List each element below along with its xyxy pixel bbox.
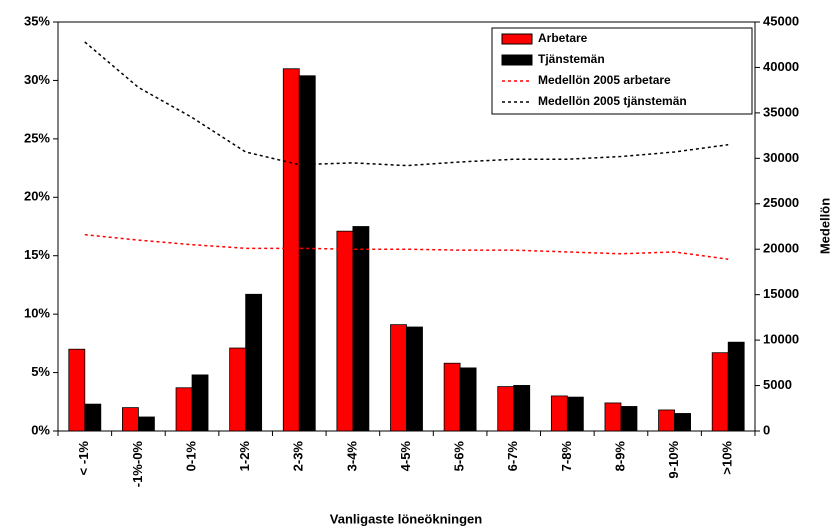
bar: [336, 230, 354, 432]
legend-label: Medellön 2005 tjänstemän: [538, 94, 687, 108]
legend-swatch: [501, 54, 533, 66]
bar: [459, 367, 477, 432]
bar: [352, 226, 370, 432]
y2-tick-label: 45000: [763, 13, 799, 28]
x-tick-label: 4-5%: [398, 441, 413, 472]
y2-tick-label: 40000: [763, 59, 799, 74]
y2-tick-label: 0: [763, 422, 770, 437]
bar: [298, 75, 316, 432]
legend-swatch: [501, 33, 533, 45]
x-tick-label: 7-8%: [559, 441, 574, 472]
bar: [513, 385, 531, 432]
line: [84, 233, 729, 260]
x-tick-label: < -1%: [76, 441, 91, 476]
legend-label: Medellön 2005 arbetare: [538, 73, 671, 87]
bar: [620, 406, 638, 432]
bar: [566, 396, 584, 432]
y2-tick-label: 25000: [763, 195, 799, 210]
bar: [604, 402, 622, 432]
bar: [443, 362, 461, 432]
x-tick-label: 5-6%: [452, 441, 467, 472]
x-tick-label: 2-3%: [291, 441, 306, 472]
bar: [138, 416, 155, 432]
y-tick-label: 5%: [31, 364, 50, 379]
y2-tick-label: 30000: [763, 150, 799, 165]
line: [84, 41, 729, 167]
bar: [497, 386, 515, 432]
bar: [674, 413, 691, 432]
x-tick-label: 0-1%: [183, 441, 198, 472]
y2-axis-label: Medellön: [817, 198, 832, 254]
y-tick-label: 10%: [24, 306, 50, 321]
bar: [711, 352, 729, 432]
bar: [406, 326, 423, 432]
y2-tick-label: 15000: [763, 286, 799, 301]
bar: [122, 407, 139, 432]
y-tick-label: 0%: [31, 422, 50, 437]
x-tick-label: 9-10%: [666, 441, 681, 479]
x-tick-label: 1-2%: [237, 441, 252, 472]
legend-box: [491, 27, 753, 115]
y-tick-label: 30%: [24, 72, 50, 87]
bar: [282, 68, 300, 432]
bar: [245, 293, 263, 432]
bar: [550, 395, 568, 432]
x-tick-label: 3-4%: [344, 441, 359, 472]
x-tick-label: >10%: [720, 441, 735, 475]
bar: [68, 348, 86, 432]
bar: [229, 347, 247, 432]
y-tick-label: 35%: [24, 13, 50, 28]
bar: [390, 324, 407, 432]
bar: [191, 374, 209, 432]
bar: [727, 341, 745, 432]
y2-tick-label: 10000: [763, 332, 799, 347]
legend-label: Arbetare: [538, 31, 588, 45]
x-axis-label: Vanligaste löneökningen: [330, 511, 482, 526]
y-tick-label: 15%: [24, 247, 50, 262]
x-tick-label: 6-7%: [505, 441, 520, 472]
x-tick-label: 8-9%: [612, 441, 627, 472]
y2-tick-label: 5000: [763, 377, 792, 392]
x-tick-label: -1%-0%: [130, 441, 145, 488]
y2-tick-label: 20000: [763, 241, 799, 256]
y2-tick-label: 35000: [763, 104, 799, 119]
bar: [175, 387, 193, 432]
bar: [658, 409, 675, 432]
y-tick-label: 25%: [24, 130, 50, 145]
legend-label: Tjänstemän: [538, 52, 605, 66]
bar: [84, 403, 102, 432]
y-tick-label: 20%: [24, 189, 50, 204]
